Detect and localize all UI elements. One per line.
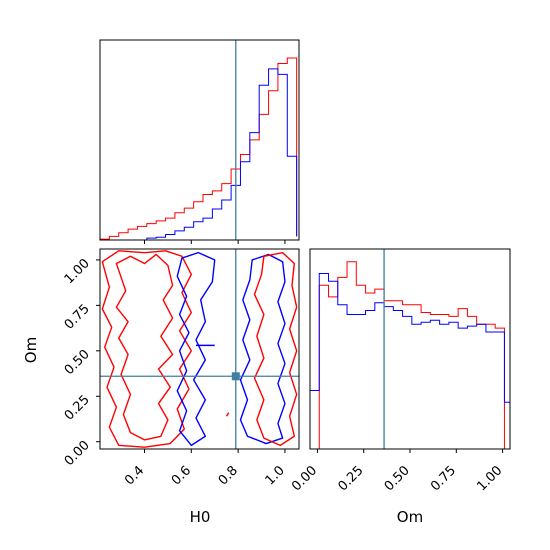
contour-red-0 [115,253,174,441]
contour-red-1 [101,250,193,448]
om-histogram-red-series [310,261,510,450]
contour-red-4 [253,251,298,447]
h0-histogram-blue-series [100,68,298,241]
h0-histogram-panel [99,39,300,244]
h0-histogram-red-series [99,57,298,240]
om-histogram-blue-series [309,273,511,449]
x-axis-label-om: Om [397,508,423,526]
contour-blue-3 [239,253,286,445]
contour-red-6 [225,412,230,417]
contour-blue-2 [176,251,216,447]
contour-lines [101,250,298,448]
h0-histogram-frame [99,39,300,241]
x-axis-label-h0: H0 [190,508,211,526]
contour-frame [99,248,300,450]
y-axis-label-om: Om [22,337,40,363]
truth-marker [231,372,240,381]
